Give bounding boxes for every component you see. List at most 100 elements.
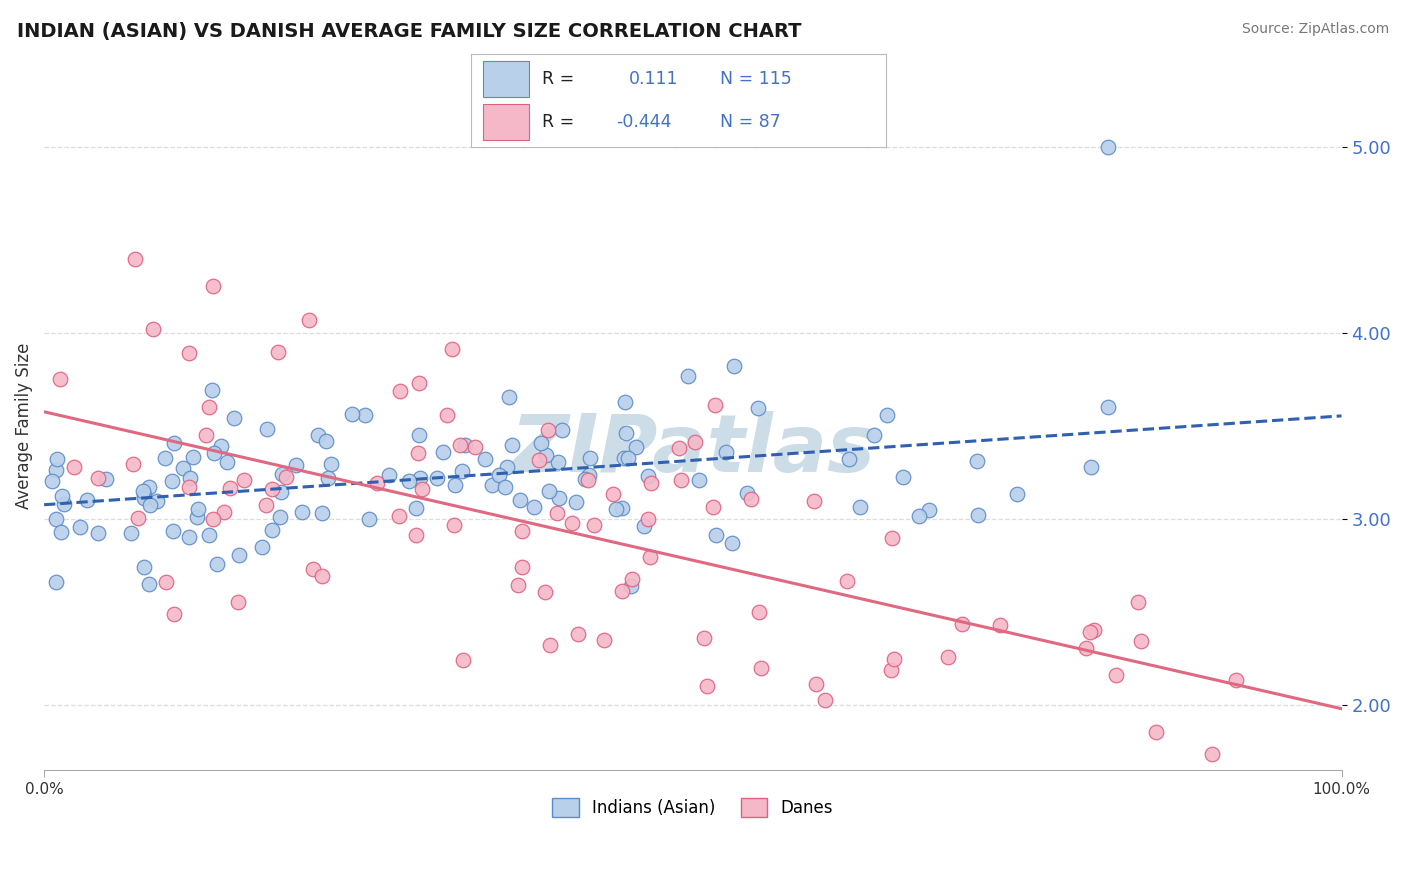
Point xyxy=(163,607,186,622)
Point xyxy=(740,492,762,507)
Point xyxy=(454,438,477,452)
Point xyxy=(187,501,209,516)
Point xyxy=(138,498,160,512)
Point xyxy=(1097,400,1119,414)
Point xyxy=(704,398,727,412)
Point xyxy=(685,434,707,449)
Point xyxy=(578,468,600,483)
Point xyxy=(613,450,636,465)
Point xyxy=(883,652,905,666)
Point xyxy=(212,505,235,519)
Point xyxy=(474,452,496,467)
Point xyxy=(254,498,277,512)
Point xyxy=(610,583,633,598)
Point xyxy=(124,252,146,266)
Point xyxy=(510,560,533,574)
Point xyxy=(451,652,474,666)
Legend: Indians (Asian), Danes: Indians (Asian), Danes xyxy=(546,791,839,823)
Text: Source: ZipAtlas.com: Source: ZipAtlas.com xyxy=(1241,22,1389,37)
Point xyxy=(891,470,914,484)
Point xyxy=(1078,624,1101,639)
Point xyxy=(409,471,432,485)
Text: N = 115: N = 115 xyxy=(720,70,792,87)
Point xyxy=(76,492,98,507)
Point xyxy=(132,491,155,505)
Point xyxy=(1144,725,1167,739)
Point xyxy=(620,573,643,587)
Point xyxy=(749,661,772,675)
Point xyxy=(291,505,314,519)
Point xyxy=(1074,640,1097,655)
Point xyxy=(405,501,427,516)
Point xyxy=(567,627,589,641)
Point xyxy=(315,434,337,449)
Point xyxy=(218,481,240,495)
Point xyxy=(583,517,606,532)
Point xyxy=(723,359,745,374)
Point xyxy=(624,440,647,454)
Y-axis label: Average Family Size: Average Family Size xyxy=(15,343,32,509)
Point xyxy=(232,474,254,488)
Point xyxy=(271,467,294,481)
Point xyxy=(45,463,67,477)
Point xyxy=(195,428,218,442)
Point xyxy=(250,540,273,554)
Point xyxy=(132,560,155,574)
Point xyxy=(671,473,693,487)
Point xyxy=(637,512,659,526)
Point xyxy=(408,376,430,391)
Point xyxy=(217,455,239,469)
Point xyxy=(224,410,246,425)
Point xyxy=(179,471,201,485)
Text: R =: R = xyxy=(541,113,574,131)
Point xyxy=(640,475,662,490)
Point xyxy=(162,524,184,538)
Bar xyxy=(484,104,529,140)
Text: 0.111: 0.111 xyxy=(628,70,678,87)
Point xyxy=(668,441,690,455)
Point xyxy=(132,484,155,499)
Point xyxy=(132,487,155,501)
Point xyxy=(637,469,659,483)
Point xyxy=(990,618,1012,632)
Point xyxy=(209,439,232,453)
Point xyxy=(226,595,249,609)
Point xyxy=(498,390,520,404)
Point xyxy=(311,506,333,520)
Point xyxy=(510,524,533,538)
Point xyxy=(138,480,160,494)
Point xyxy=(307,427,329,442)
Point xyxy=(186,510,208,524)
Point xyxy=(298,312,321,326)
Point xyxy=(260,524,283,538)
Point xyxy=(45,575,67,590)
Point xyxy=(172,461,194,475)
Point xyxy=(837,451,859,466)
Point xyxy=(163,435,186,450)
Point xyxy=(574,472,596,486)
Text: N = 87: N = 87 xyxy=(720,113,780,131)
Point xyxy=(142,322,165,336)
Point xyxy=(561,516,583,530)
Point xyxy=(880,531,903,545)
Point xyxy=(155,575,177,590)
Point xyxy=(592,632,614,647)
Point xyxy=(967,508,990,522)
Point xyxy=(201,512,224,526)
Point xyxy=(69,520,91,534)
Point xyxy=(613,395,636,409)
Point xyxy=(748,605,770,619)
Point xyxy=(633,519,655,533)
Point xyxy=(49,372,72,386)
Point xyxy=(1126,595,1149,609)
Point xyxy=(538,483,561,498)
Point xyxy=(508,578,530,592)
Point xyxy=(408,445,430,459)
Point xyxy=(1130,633,1153,648)
Point xyxy=(551,423,574,437)
Point xyxy=(270,484,292,499)
Point xyxy=(1225,673,1247,688)
Point xyxy=(696,680,718,694)
Point xyxy=(509,492,531,507)
Point xyxy=(302,562,325,576)
